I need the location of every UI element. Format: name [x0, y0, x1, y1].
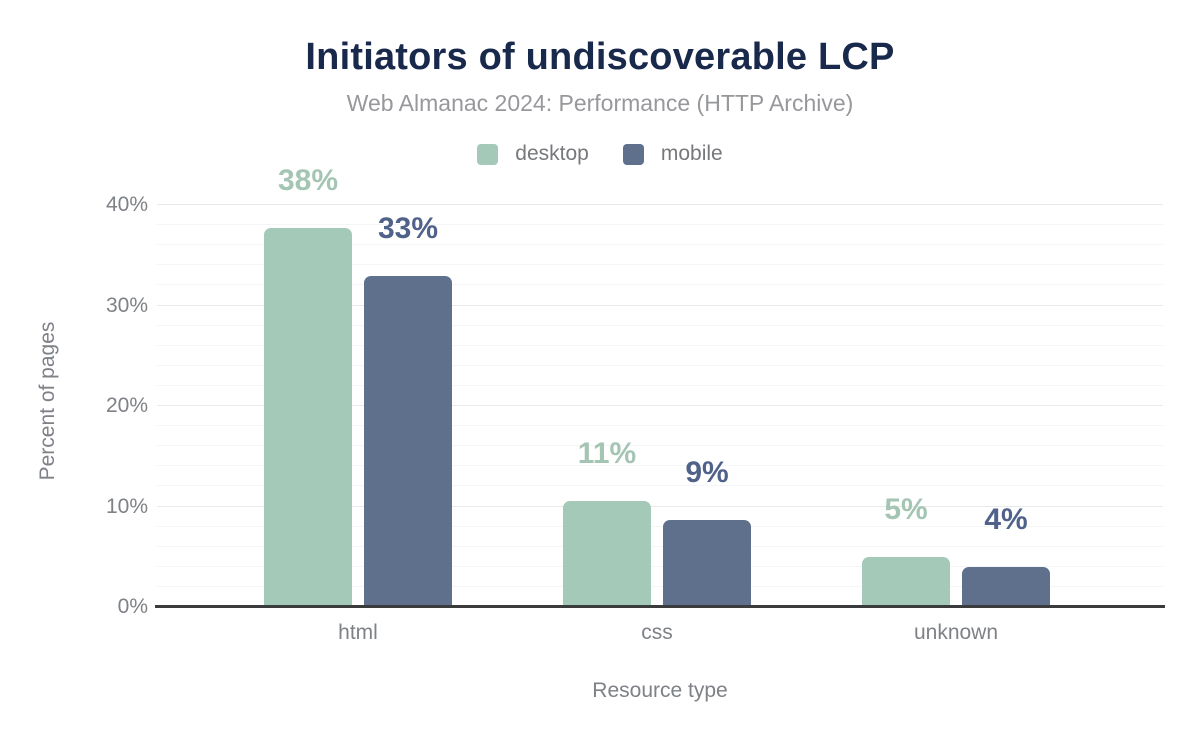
- value-label-desktop-unknown: 5%: [884, 492, 928, 526]
- legend-swatch-mobile-icon: [622, 143, 644, 165]
- value-label-desktop-css: 11%: [577, 437, 637, 471]
- gridline-34: [157, 264, 1163, 266]
- gridline-6: [157, 545, 1163, 547]
- bar-desktop-css[interactable]: [563, 501, 651, 607]
- chart-area: Percent of pages 38% 33% 11% 9% 5% 4% Resourc…: [0, 166, 1200, 702]
- gridline-4: [157, 565, 1163, 567]
- gridline-16: [157, 445, 1163, 447]
- chart-title: Initiators of undiscoverable LCP: [305, 36, 895, 78]
- chart-subtitle: Web Almanac 2024: Performance (HTTP Arch…: [346, 90, 854, 116]
- legend-swatch-desktop-icon: [477, 143, 499, 165]
- y-tick-label-0: 0%: [117, 595, 148, 618]
- y-tick-label-40: 40%: [105, 193, 148, 216]
- legend-label-mobile: mobile: [660, 142, 723, 165]
- gridline-8: [157, 525, 1163, 527]
- gridline-38: [157, 224, 1163, 226]
- category-label-unknown: unknown: [913, 621, 999, 644]
- y-tick-label-30: 30%: [105, 293, 148, 317]
- gridline-36: [157, 244, 1163, 246]
- value-label-mobile-css: 9%: [685, 455, 729, 489]
- gridline-32: [157, 284, 1163, 286]
- gridline-40: [157, 204, 1163, 205]
- gridline-12: [157, 485, 1163, 487]
- legend-label-desktop: desktop: [515, 142, 589, 165]
- legend-item-mobile[interactable]: mobile: [622, 142, 723, 166]
- bar-desktop-html[interactable]: [264, 228, 352, 607]
- gridline-26: [157, 344, 1163, 346]
- gridline-10: [157, 505, 1163, 507]
- gridline-20: [157, 405, 1163, 406]
- x-axis-line: [155, 605, 1165, 608]
- category-label-css: css: [641, 621, 673, 644]
- bar-mobile-html[interactable]: [364, 276, 452, 607]
- value-label-mobile-unknown: 4%: [984, 502, 1028, 536]
- gridline-14: [157, 465, 1163, 467]
- gridline-18: [157, 425, 1163, 427]
- bar-mobile-css[interactable]: [663, 519, 751, 607]
- plot-area: 38% 33% 11% 9% 5% 4%: [155, 166, 1165, 608]
- gridline-30: [157, 304, 1163, 306]
- legend: desktop mobile: [0, 142, 1200, 166]
- y-tick-label-10: 10%: [105, 494, 148, 518]
- legend-item-desktop[interactable]: desktop: [477, 142, 589, 166]
- gridline-28: [157, 324, 1163, 326]
- gridline-24: [157, 364, 1163, 366]
- value-label-desktop-html: 38%: [277, 164, 339, 198]
- y-tick-label-20: 20%: [105, 394, 148, 417]
- bar-desktop-unknown[interactable]: [862, 556, 950, 607]
- bar-mobile-unknown[interactable]: [962, 566, 1050, 607]
- gridline-22: [157, 384, 1163, 386]
- x-axis-title: Resource type: [592, 679, 728, 702]
- category-label-html: html: [338, 621, 378, 644]
- gridline-2: [157, 585, 1163, 587]
- value-label-mobile-html: 33%: [377, 212, 439, 246]
